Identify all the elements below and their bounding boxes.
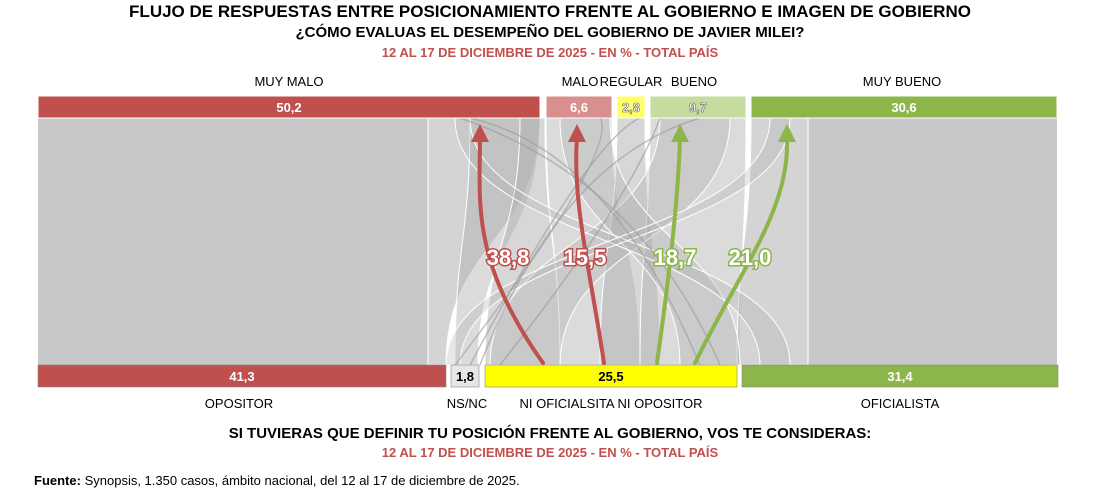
flow-arrow-1 [574,136,606,365]
bottom-bar-value-ni-oficialsita-ni-opositor: 25,5 [598,369,623,384]
top-bar-bueno [649,95,747,119]
flow-opositor-muy-malo [38,118,428,365]
flow-arrowhead-3 [778,124,796,142]
source-text: Synopsis, 1.350 casos, ámbito nacional, … [84,473,520,488]
bottom-label-opositor: OPOSITOR [205,396,273,411]
top-bar-regular [616,95,646,119]
top-date: 12 AL 17 DE DICIEMBRE DE 2025 - EN % - T… [381,45,719,60]
top-bar-malo [545,95,613,119]
flow-line-0 [454,117,603,366]
bottom-question: SI TUVIERAS QUE DEFINIR TU POSICIÓN FREN… [228,425,872,442]
flow-line-2 [479,117,701,366]
bottom-bar-value-ns-nc: 1,8 [456,369,474,384]
bottom-date: 12 AL 17 DE DICIEMBRE DE 2025 - EN % - T… [381,445,719,460]
flow-oficialista-muy-bueno [808,118,1057,365]
flow-arrow-0 [477,136,545,365]
top-label-bueno: BUENO [671,74,717,89]
flow-label-1: 15,5 [564,245,607,270]
source-label: Fuente: [34,473,81,488]
flow-line-4 [459,117,721,366]
top-bar-value-muy-bueno: 30,6 [891,100,916,115]
flow-line-3 [499,117,661,366]
top-bar-muy-bueno [750,95,1058,119]
flow-arrowhead-2 [671,124,689,142]
flow-arrow-3 [693,136,790,365]
flow-line-1 [469,117,641,366]
flow-arrowhead-0 [471,124,489,142]
top-label-regular: REGULAR [600,74,663,89]
flow-ribbon-8 [559,117,741,366]
flow-label-2: 18,7 [654,245,697,270]
flow-label-0: 38,8 [487,245,530,270]
bottom-bar-value-opositor: 41,3 [229,369,254,384]
flow-label-3: 21,0 [729,245,772,270]
flow-arrow-2 [655,136,682,365]
top-bar-value-regular: 2,8 [622,100,640,115]
flow-line-5 [469,117,701,366]
bottom-label-oficialista: OFICIALISTA [861,396,940,411]
bottom-label-ni-oficialsita-ni-opositor: NI OFICIALSITA NI OPOSITOR [520,396,703,411]
flow-arrowhead-1 [568,124,586,142]
bottom-bar-value-oficialista: 31,4 [887,369,913,384]
chart-question: ¿CÓMO EVALUAS EL DESEMPEÑO DEL GOBIERNO … [295,24,805,41]
chart-title: FLUJO DE RESPUESTAS ENTRE POSICIONAMIENT… [129,2,971,21]
top-label-muy-bueno: MUY BUENO [863,74,942,89]
source-note: Fuente: Synopsis, 1.350 casos, ámbito na… [34,473,520,488]
bottom-bar-ns-nc [450,364,480,388]
top-bar-value-malo: 6,6 [570,100,588,115]
top-bar-value-bueno: 9,7 [689,100,707,115]
top-bar-value-muy-malo: 50,2 [276,100,301,115]
top-bar-muy-malo [37,95,541,119]
bottom-bar-opositor [37,364,447,388]
bottom-bar-ni-oficialsita-ni-opositor [484,364,738,388]
top-label-malo: MALO [562,74,599,89]
bottom-label-ns-nc: NS/NC [447,396,487,411]
bottom-bar-oficialista [741,364,1059,388]
top-label-muy-malo: MUY MALO [254,74,323,89]
